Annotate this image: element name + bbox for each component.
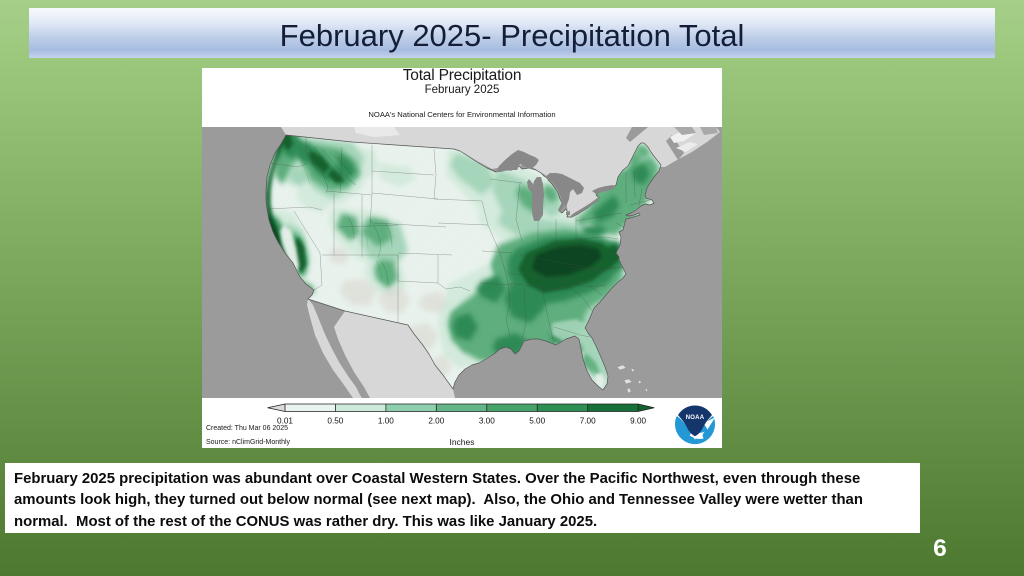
svg-text:0.01: 0.01 bbox=[277, 416, 293, 425]
svg-text:0.50: 0.50 bbox=[327, 416, 343, 425]
svg-text:3.00: 3.00 bbox=[479, 416, 495, 425]
svg-text:1.00: 1.00 bbox=[378, 416, 394, 425]
svg-text:2.00: 2.00 bbox=[428, 416, 444, 425]
svg-text:9.00: 9.00 bbox=[630, 416, 646, 425]
svg-text:5.00: 5.00 bbox=[529, 416, 545, 425]
svg-text:7.00: 7.00 bbox=[580, 416, 596, 425]
svg-text:NOAA: NOAA bbox=[686, 415, 705, 421]
